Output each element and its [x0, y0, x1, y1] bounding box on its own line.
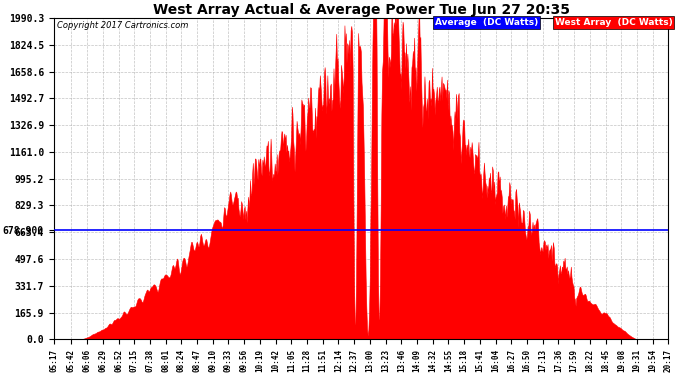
Title: West Array Actual & Average Power Tue Jun 27 20:35: West Array Actual & Average Power Tue Ju… [152, 3, 569, 17]
Text: Copyright 2017 Cartronics.com: Copyright 2017 Cartronics.com [57, 21, 188, 30]
Text: West Array  (DC Watts): West Array (DC Watts) [555, 18, 673, 27]
Text: Average  (DC Watts): Average (DC Watts) [435, 18, 538, 27]
